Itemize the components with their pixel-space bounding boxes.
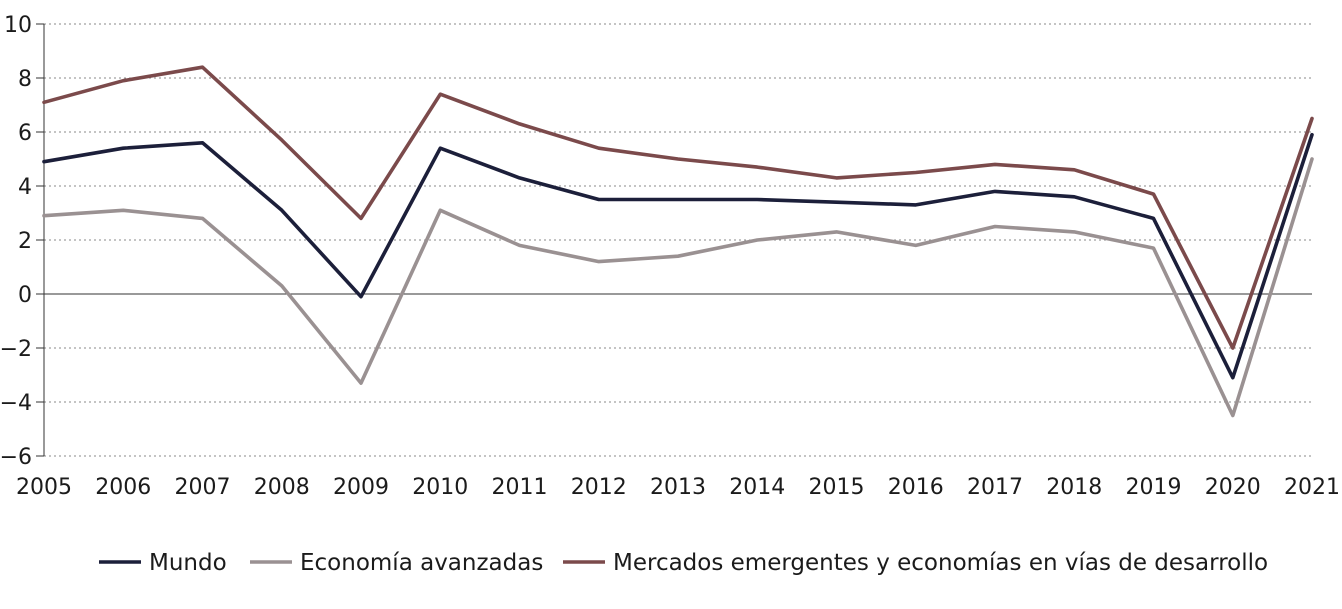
- x-tick-label: 2007: [175, 475, 231, 500]
- x-tick-label: 2006: [95, 475, 151, 500]
- x-tick-label: 2018: [1046, 475, 1102, 500]
- y-tick-label: 10: [4, 13, 32, 38]
- x-tick-label: 2008: [254, 475, 310, 500]
- legend-label-2: Economía avanzadas: [300, 550, 543, 576]
- series-line-1: [42, 132, 1314, 380]
- x-tick-label: 2009: [333, 475, 389, 500]
- x-tick-label: 2012: [571, 475, 627, 500]
- legend-label-1: Mundo: [149, 550, 227, 576]
- series-line-3: [42, 65, 1314, 350]
- x-tick-label: 2016: [888, 475, 944, 500]
- x-tick-label: 2013: [650, 475, 706, 500]
- series-line-2: [42, 157, 1314, 418]
- x-axis-ticks: 2005 2006 2007 2008 2009 2010 2011 2012 2013 2014…: [16, 475, 1340, 500]
- y-tick-label: 4: [18, 175, 32, 200]
- y-axis-ticks: 10 8 6 4 2 0 −2 −4 −6: [0, 13, 44, 470]
- x-tick-label: 2011: [492, 475, 548, 500]
- series-lines: [42, 65, 1314, 418]
- x-tick-label: 2019: [1126, 475, 1182, 500]
- y-tick-label: −6: [0, 445, 32, 470]
- x-tick-label: 2005: [16, 475, 72, 500]
- x-tick-label: 2010: [412, 475, 468, 500]
- y-tick-label: 6: [18, 121, 32, 146]
- x-tick-label: 2017: [967, 475, 1023, 500]
- x-tick-label: 2020: [1205, 475, 1261, 500]
- x-tick-label: 2014: [729, 475, 785, 500]
- x-tick-label: 2015: [809, 475, 865, 500]
- y-tick-label: −2: [0, 337, 32, 362]
- x-tick-label: 2021: [1284, 475, 1340, 500]
- legend-label-3: Mercados emergentes y economías en vías …: [613, 550, 1268, 576]
- y-tick-label: 0: [18, 283, 32, 308]
- legend: Mundo Economía avanzadas Mercados emergent…: [99, 550, 1268, 576]
- y-tick-label: −4: [0, 391, 32, 416]
- y-tick-label: 8: [18, 67, 32, 92]
- y-tick-label: 2: [18, 229, 32, 254]
